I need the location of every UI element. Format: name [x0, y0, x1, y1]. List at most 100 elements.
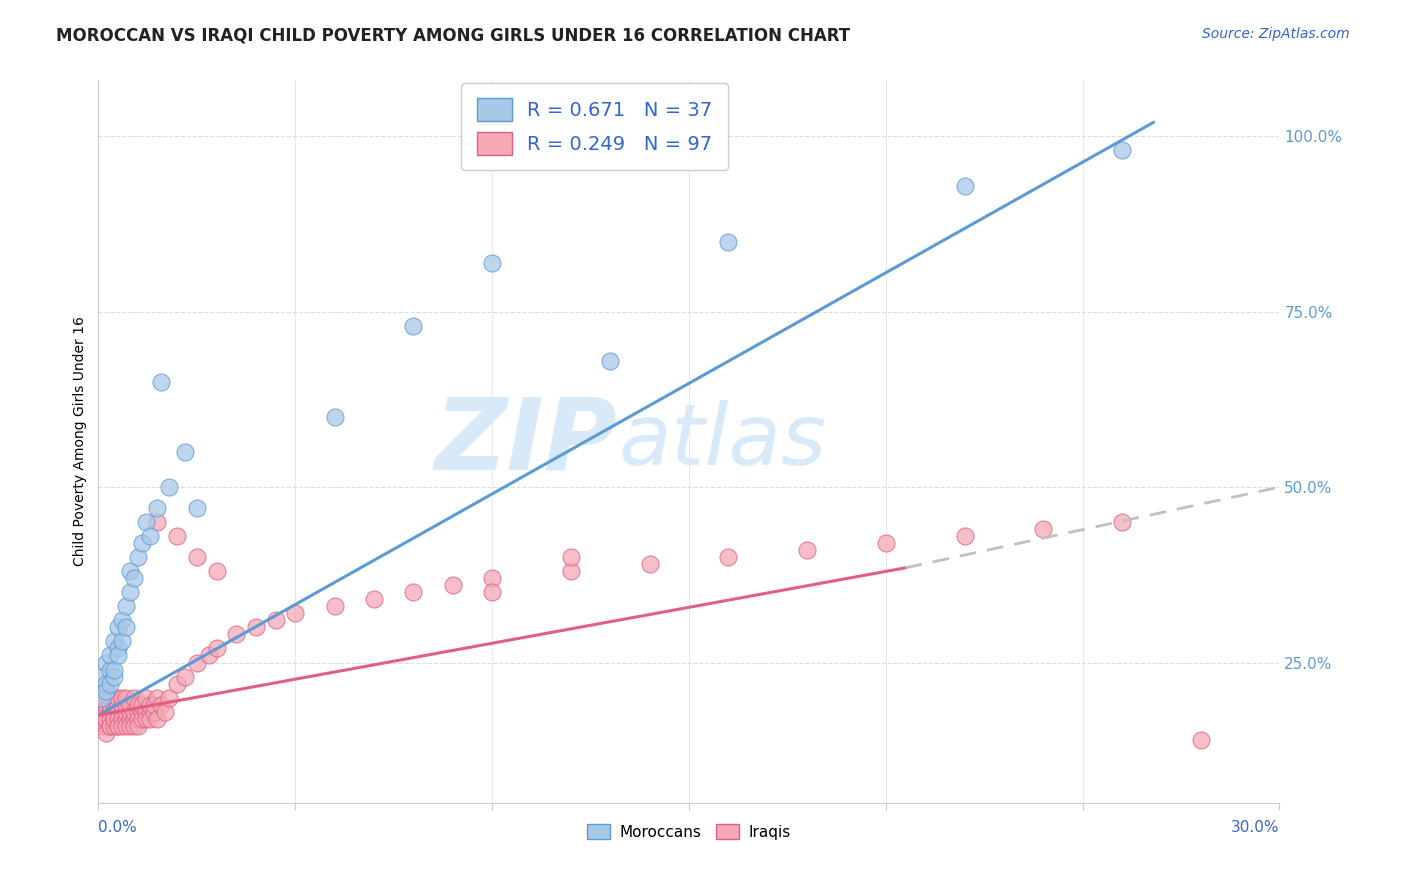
Point	[146, 501, 169, 516]
Legend: Moroccans, Iraqis: Moroccans, Iraqis	[581, 818, 797, 846]
Point	[91, 669, 114, 683]
Point	[875, 536, 897, 550]
Point	[98, 698, 121, 712]
Point	[107, 718, 129, 732]
Point	[323, 409, 346, 424]
Point	[118, 718, 141, 732]
Point	[1032, 522, 1054, 536]
Point	[96, 698, 118, 712]
Point	[131, 698, 153, 712]
Point	[150, 375, 173, 389]
Point	[481, 255, 503, 269]
Point	[107, 620, 129, 634]
Point	[103, 663, 125, 677]
Point	[111, 712, 134, 726]
Point	[441, 578, 464, 592]
Point	[1111, 515, 1133, 529]
Point	[186, 550, 208, 565]
Point	[96, 683, 118, 698]
Point	[111, 705, 134, 719]
Point	[98, 705, 121, 719]
Point	[98, 718, 121, 732]
Point	[142, 698, 165, 712]
Point	[122, 718, 145, 732]
Point	[118, 564, 141, 578]
Point	[402, 318, 425, 333]
Point	[138, 698, 160, 712]
Point	[127, 718, 149, 732]
Point	[96, 712, 118, 726]
Point	[111, 698, 134, 712]
Point	[103, 705, 125, 719]
Point	[96, 676, 118, 690]
Point	[115, 698, 138, 712]
Point	[103, 698, 125, 712]
Point	[107, 641, 129, 656]
Point	[103, 690, 125, 705]
Point	[98, 690, 121, 705]
Point	[166, 529, 188, 543]
Point	[103, 634, 125, 648]
Point	[174, 669, 197, 683]
Point	[103, 718, 125, 732]
Point	[111, 690, 134, 705]
Point	[717, 235, 740, 249]
Point	[103, 712, 125, 726]
Point	[98, 712, 121, 726]
Point	[96, 705, 118, 719]
Point	[245, 620, 267, 634]
Y-axis label: Child Poverty Among Girls Under 16: Child Poverty Among Girls Under 16	[73, 317, 87, 566]
Point	[135, 690, 157, 705]
Point	[98, 718, 121, 732]
Point	[197, 648, 219, 663]
Point	[103, 712, 125, 726]
Point	[122, 712, 145, 726]
Point	[225, 627, 247, 641]
Point	[138, 529, 160, 543]
Point	[1111, 144, 1133, 158]
Point	[205, 641, 228, 656]
Point	[96, 712, 118, 726]
Point	[174, 445, 197, 459]
Point	[122, 690, 145, 705]
Point	[118, 698, 141, 712]
Point	[96, 656, 118, 670]
Point	[138, 712, 160, 726]
Point	[560, 564, 582, 578]
Point	[146, 712, 169, 726]
Point	[96, 725, 118, 739]
Point	[166, 676, 188, 690]
Point	[98, 648, 121, 663]
Point	[98, 663, 121, 677]
Text: MOROCCAN VS IRAQI CHILD POVERTY AMONG GIRLS UNDER 16 CORRELATION CHART: MOROCCAN VS IRAQI CHILD POVERTY AMONG GI…	[56, 27, 851, 45]
Point	[402, 585, 425, 599]
Point	[115, 712, 138, 726]
Point	[107, 705, 129, 719]
Point	[146, 515, 169, 529]
Text: 0.0%: 0.0%	[98, 821, 138, 835]
Point	[127, 705, 149, 719]
Point	[323, 599, 346, 614]
Point	[560, 550, 582, 565]
Point	[111, 614, 134, 628]
Point	[103, 669, 125, 683]
Point	[135, 515, 157, 529]
Point	[118, 712, 141, 726]
Point	[107, 648, 129, 663]
Point	[118, 585, 141, 599]
Point	[111, 718, 134, 732]
Point	[155, 705, 177, 719]
Point	[115, 690, 138, 705]
Point	[481, 585, 503, 599]
Point	[953, 529, 976, 543]
Text: ZIP: ZIP	[434, 393, 619, 490]
Point	[135, 705, 157, 719]
Point	[131, 536, 153, 550]
Point	[138, 705, 160, 719]
Point	[96, 718, 118, 732]
Point	[127, 550, 149, 565]
Point	[150, 698, 173, 712]
Point	[122, 571, 145, 585]
Point	[127, 712, 149, 726]
Point	[107, 712, 129, 726]
